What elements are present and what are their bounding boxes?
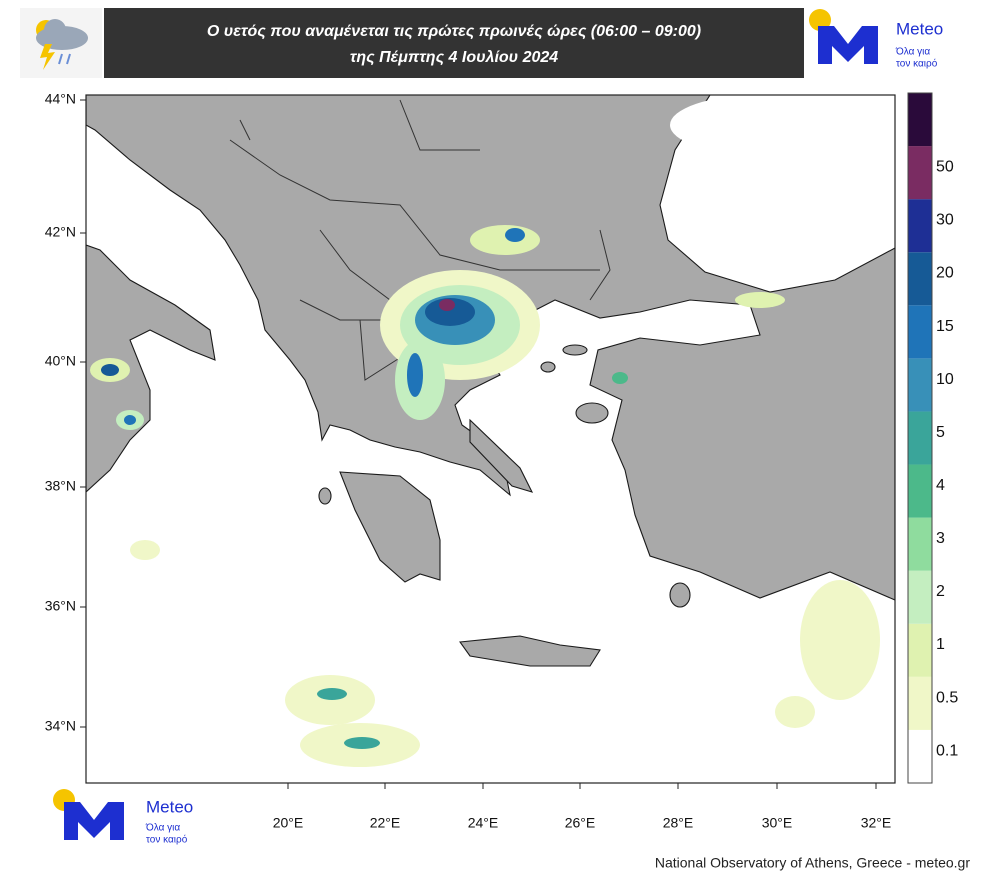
map — [86, 95, 895, 783]
island — [669, 582, 691, 608]
lon-label: 30°E — [762, 815, 793, 831]
colorbar-label: 5 — [936, 424, 945, 441]
land — [86, 244, 216, 493]
colorbar-label: 10 — [936, 371, 954, 388]
colorbar-segment — [908, 676, 932, 730]
axes: 44°N 42°N 40°N 38°N 36°N 34°N 20°E 22°E 24°E 26°E… — [45, 91, 892, 831]
footer-credit: National Observatory of Athens, Greece -… — [655, 855, 970, 871]
colorbar-segment — [908, 305, 932, 359]
colorbar-label: 4 — [936, 477, 945, 494]
lon-label: 32°E — [861, 815, 892, 831]
colorbar-segment — [908, 729, 932, 783]
island — [562, 344, 588, 356]
colorbar-label: 0.5 — [936, 689, 958, 706]
colorbar-frame — [907, 92, 933, 784]
colorbar-label: 1 — [936, 636, 945, 653]
lon-label: 28°E — [663, 815, 694, 831]
colorbar-segment — [908, 570, 932, 624]
logo-name: Meteo — [146, 797, 193, 816]
lat-label: 34°N — [45, 718, 76, 734]
colorbar-segment — [908, 517, 932, 571]
logo-tagline: Όλα για — [895, 47, 930, 58]
logo-tagline: τον καιρό — [146, 834, 188, 846]
island — [575, 402, 609, 424]
precipitation — [90, 225, 880, 767]
colorbar-segment — [908, 93, 932, 147]
colorbar-label: 3 — [936, 530, 945, 547]
map-frame — [85, 94, 896, 784]
land — [339, 471, 441, 583]
lon-label: 22°E — [370, 815, 401, 831]
colorbar-segment — [908, 411, 932, 465]
lat-label: 40°N — [45, 353, 76, 369]
colorbar-label: 20 — [936, 265, 954, 282]
colorbar-label: 30 — [936, 212, 954, 229]
lat-label: 38°N — [45, 478, 76, 494]
land — [459, 635, 601, 667]
lon-label: 20°E — [273, 815, 304, 831]
colorbar-label: 0.1 — [936, 742, 958, 759]
logo-tagline: τον καιρό — [896, 58, 938, 70]
header-bar — [104, 8, 804, 78]
lon-label: 24°E — [468, 815, 499, 831]
colorbar-segment — [908, 464, 932, 518]
sea — [670, 95, 850, 155]
colorbar-label: 2 — [936, 583, 945, 600]
colorbar-label: 15 — [936, 318, 954, 335]
logo-tagline: Όλα για — [145, 823, 180, 834]
logo-bottom: Meteo Όλα για τον καιρό — [53, 789, 193, 846]
lat-label: 42°N — [45, 224, 76, 240]
island — [540, 361, 556, 373]
colorbar-segment — [908, 199, 932, 253]
island — [318, 487, 332, 505]
lat-label: 36°N — [45, 598, 76, 614]
lat-label: 44°N — [45, 91, 76, 107]
colorbar-segment — [908, 252, 932, 306]
colorbar-segment — [908, 146, 932, 200]
lon-label: 26°E — [565, 815, 596, 831]
colorbar: 0.1 0.5 1 2 3 4 5 10 15 20 30 50 — [907, 92, 958, 784]
title-line: Ο υετός που αναμένεται τις πρώτες πρωινέ… — [207, 23, 701, 40]
colorbar-segment — [908, 623, 932, 677]
colorbar-segment — [908, 358, 932, 412]
title-line: της Πέμπτης 4 Ιουλίου 2024 — [350, 49, 558, 66]
weather-icon — [20, 8, 102, 78]
logo-top: Meteo Όλα για τον καιρό — [808, 8, 966, 78]
logo-name: Meteo — [896, 19, 943, 38]
land — [469, 418, 534, 493]
colorbar-label: 50 — [936, 159, 954, 176]
